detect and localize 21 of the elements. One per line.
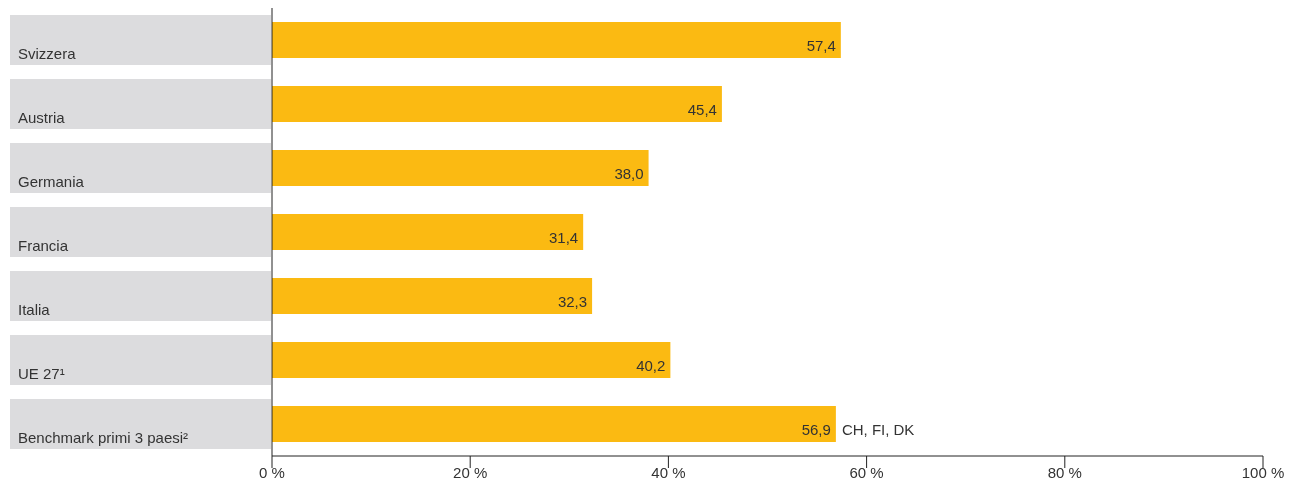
annotation: CH, FI, DK bbox=[841, 421, 915, 438]
y-tick-label: Italia bbox=[18, 301, 51, 318]
data-label: 40,2 bbox=[636, 357, 666, 374]
x-tick-label: 40 % bbox=[651, 464, 686, 481]
x-tick-label: 80 % bbox=[1047, 464, 1082, 481]
x-tick-label: 100 % bbox=[1241, 464, 1285, 481]
x-tick-label: 20 % bbox=[453, 464, 488, 481]
data-label: 45,4 bbox=[687, 101, 717, 118]
data-label: 38,0 bbox=[614, 165, 644, 182]
data-label: 32,3 bbox=[557, 293, 588, 310]
y-tick-label: Austria bbox=[18, 109, 66, 126]
y-tick-label: Svizzera bbox=[18, 45, 77, 62]
y-tick-label: Francia bbox=[18, 237, 69, 254]
y-tick-label: UE 27¹ bbox=[18, 365, 65, 382]
data-label: 57,4 bbox=[806, 37, 836, 54]
x-tick-label: 0 % bbox=[259, 464, 285, 481]
y-tick-label: Germania bbox=[18, 173, 85, 190]
data-label: 56,9 bbox=[801, 421, 831, 438]
x-tick-label: 60 % bbox=[849, 464, 884, 481]
y-tick-label: Benchmark primi 3 paesi² bbox=[18, 429, 189, 446]
data-label: 31,4 bbox=[548, 229, 579, 246]
